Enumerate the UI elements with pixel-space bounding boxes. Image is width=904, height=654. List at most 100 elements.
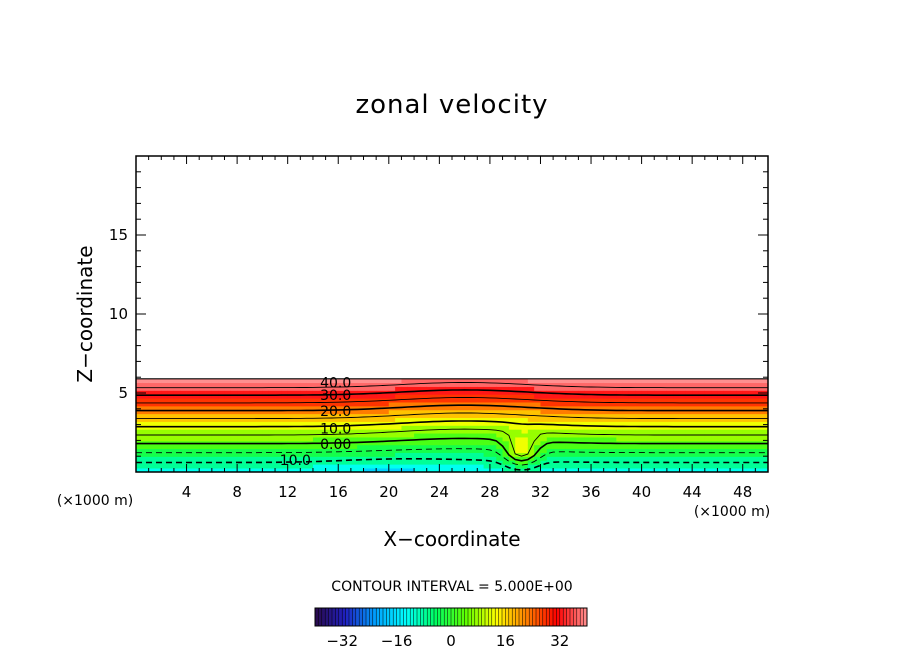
field-cell — [148, 429, 156, 434]
field-cell — [142, 464, 150, 469]
field-cell — [742, 398, 750, 403]
field-cell — [205, 378, 213, 384]
field-cell — [300, 398, 308, 403]
field-cell — [306, 425, 314, 430]
field-cell — [199, 421, 206, 426]
field-cell — [388, 409, 396, 415]
field-cell — [186, 413, 194, 419]
field-cell — [477, 405, 484, 411]
field-cell — [704, 417, 712, 422]
field-cell — [496, 413, 503, 419]
field-cell — [180, 429, 187, 434]
field-cell — [294, 429, 301, 434]
field-cell — [628, 409, 636, 415]
field-cell — [458, 452, 466, 457]
field-cell — [294, 413, 301, 419]
field-cell — [470, 429, 478, 434]
field-cell — [603, 448, 611, 453]
colorbar-swatch — [478, 608, 482, 626]
field-cell — [736, 456, 744, 461]
field-cell — [382, 468, 390, 473]
field-cell — [420, 409, 428, 415]
field-cell — [515, 405, 522, 411]
field-cell — [407, 386, 415, 391]
field-cell — [218, 382, 225, 387]
field-cell — [673, 394, 680, 399]
field-cell — [439, 452, 447, 457]
field-cell — [325, 378, 333, 384]
field-cell — [331, 460, 339, 465]
field-cell — [711, 437, 718, 442]
field-cell — [660, 417, 668, 422]
colorbar-swatch — [413, 608, 418, 626]
colorbar-swatch — [389, 608, 394, 626]
field-cell — [344, 452, 352, 457]
field-cell — [350, 429, 358, 434]
field-cell — [205, 390, 213, 395]
field-cell — [704, 448, 712, 453]
field-cell — [256, 409, 263, 415]
field-cell — [742, 382, 750, 387]
field-cell — [268, 452, 276, 457]
field-cell — [173, 448, 181, 453]
field-cell — [319, 460, 326, 465]
field-cell — [692, 464, 699, 469]
field-cell — [407, 437, 415, 442]
field-cell — [578, 444, 586, 450]
field-cell — [192, 382, 200, 387]
field-cell — [268, 437, 276, 442]
field-cell — [148, 413, 156, 419]
field-cell — [666, 409, 674, 415]
field-cell — [673, 390, 680, 395]
field-cell — [306, 405, 314, 411]
field-cell — [142, 468, 150, 473]
field-cell — [572, 433, 579, 438]
field-cell — [256, 452, 263, 457]
field-cell — [458, 405, 466, 411]
field-cell — [312, 382, 320, 387]
field-cell — [692, 437, 699, 442]
field-cell — [192, 456, 200, 461]
field-cell — [338, 409, 345, 415]
field-cell — [363, 468, 371, 473]
field-cell — [414, 460, 421, 465]
field-cell — [654, 402, 661, 407]
field-cell — [603, 456, 611, 461]
field-cell — [591, 402, 598, 407]
field-cell — [275, 444, 282, 450]
field-cell — [521, 444, 529, 450]
field-cell — [256, 382, 263, 387]
field-cell — [565, 394, 573, 399]
field-cell — [527, 468, 535, 473]
colorbar-swatch — [335, 608, 340, 626]
field-cell — [249, 460, 257, 465]
field-cell — [654, 448, 661, 453]
field-cell — [483, 429, 491, 434]
field-cell — [464, 402, 472, 407]
field-cell — [641, 421, 649, 426]
field-cell — [584, 421, 592, 426]
field-cell — [275, 405, 282, 411]
field-cell — [610, 405, 617, 411]
field-cell — [407, 390, 415, 395]
field-cell — [294, 386, 301, 391]
field-cell — [730, 378, 737, 384]
field-cell — [275, 386, 282, 391]
field-cell — [407, 464, 415, 469]
field-cell — [572, 402, 579, 407]
field-cell — [249, 468, 257, 473]
field-cell — [363, 421, 371, 426]
field-cell — [414, 382, 421, 387]
field-cell — [268, 405, 276, 411]
field-cell — [742, 394, 750, 399]
field-cell — [426, 429, 434, 434]
colorbar-tick-label: −16 — [381, 632, 413, 650]
field-cell — [736, 452, 744, 457]
field-cell — [350, 460, 358, 465]
field-cell — [186, 398, 194, 403]
field-cell — [515, 456, 522, 461]
field-cell — [559, 464, 567, 469]
field-cell — [338, 464, 345, 469]
field-cell — [363, 456, 371, 461]
